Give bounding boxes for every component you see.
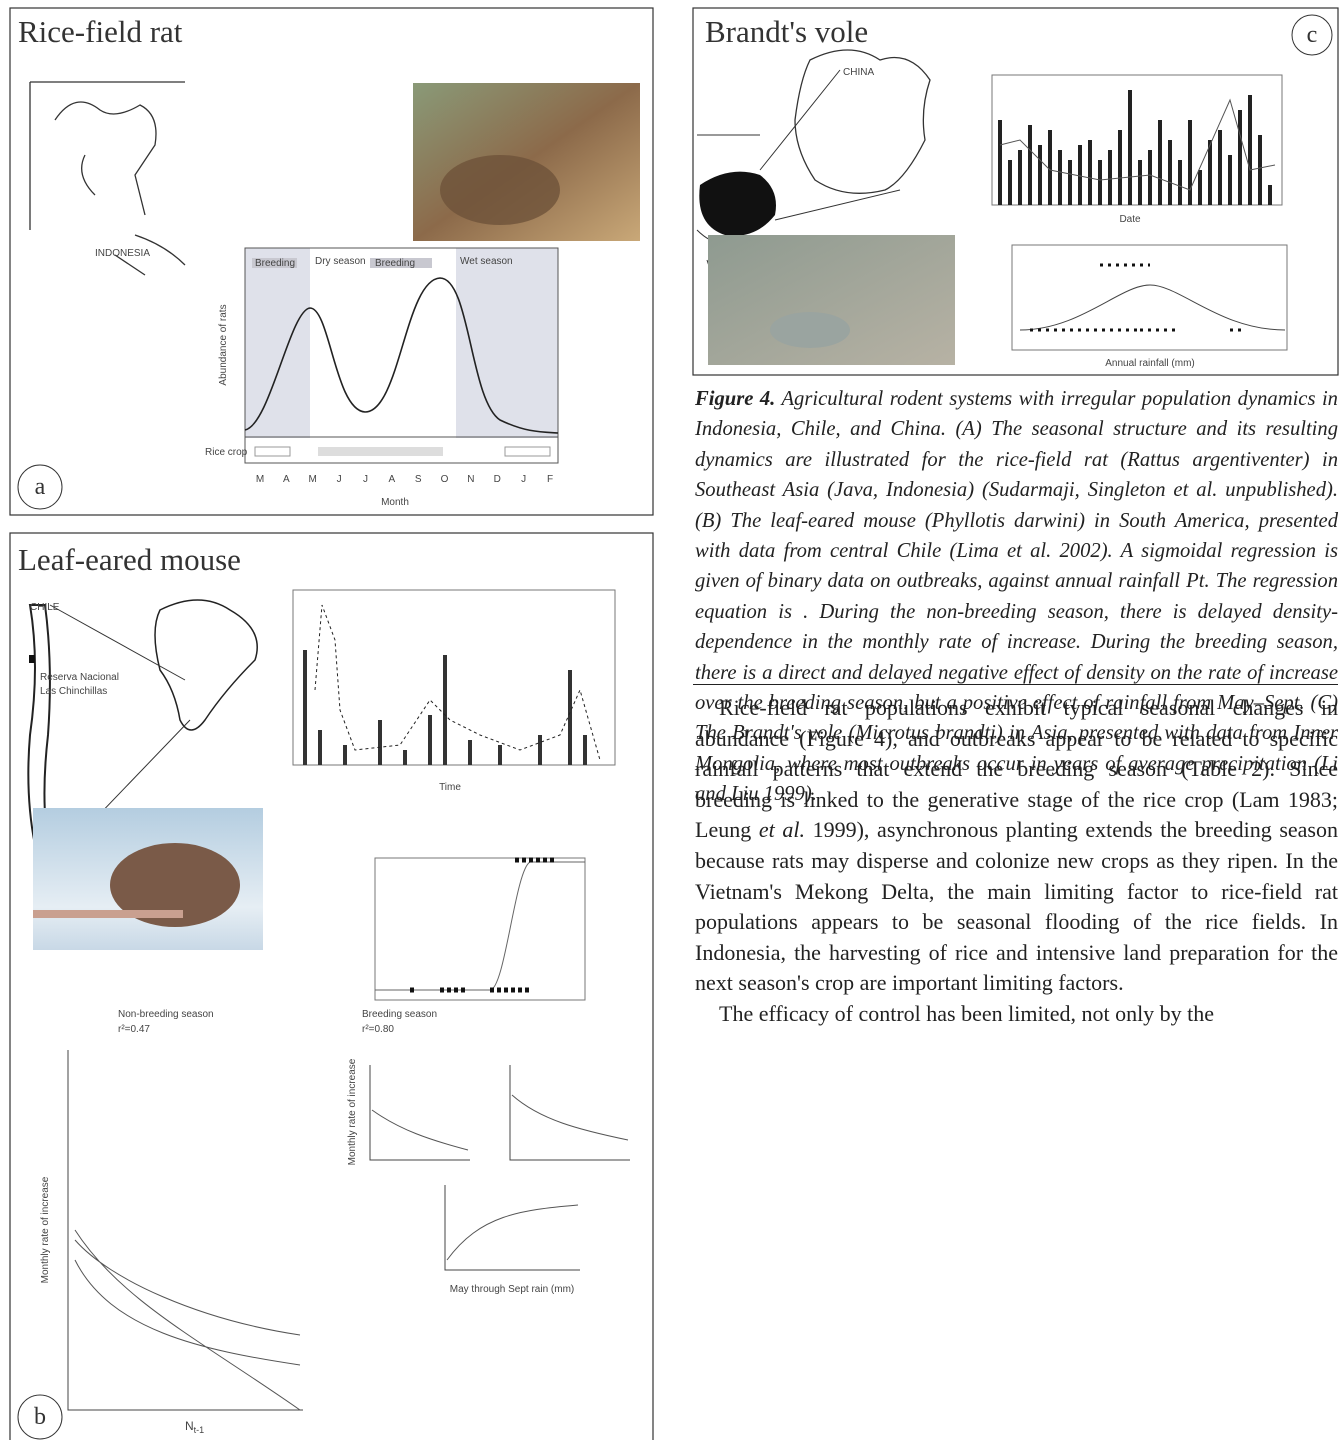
chart-title: Non-breeding season [118,1009,214,1020]
document-page: {"panel_a": {"title": "Rice-field rat", … [0,0,1341,1440]
month-label: M [256,474,264,485]
text-run: et al. [759,817,805,842]
caption-rule [693,684,1338,685]
panel-title: Brandt's vole [705,14,868,49]
panel-a: Rice-field rat INDONESIA Breeding Dry se… [10,8,653,515]
month-label: J [363,474,368,485]
photo [708,235,955,365]
panel-c: Brandt's vole c CHINA Date Annual rainfa… [693,8,1338,375]
x-axis-label: Date [1119,214,1141,225]
month-label: N [467,474,474,485]
panel-letter: b [34,1404,46,1430]
season-shade [245,248,310,438]
season-label: Wet season [460,256,513,267]
paragraph: The efficacy of control has been limited… [695,999,1338,1030]
body-text: Rice-field rat populations exhibit typic… [695,693,1338,1030]
panel-letter: a [35,474,46,500]
page: Figure 4 page html, body { margin: 0; pa… [0,0,1341,1440]
x-axis-label: May through Sept rain (mm) [450,1284,575,1295]
month-label: J [337,474,342,485]
panel-b: Leaf-eared mouse CHILE Reserva Nacional … [10,533,653,1440]
caption-label: Figure 4. [695,388,775,410]
site-marker [29,655,35,663]
map-label: CHINA [843,67,874,78]
text-run: The efficacy of control has been limited… [719,1001,1214,1026]
season-label: Breeding [255,258,295,269]
photo-detail [440,155,560,225]
month-label: J [521,474,526,485]
month-label: O [441,474,449,485]
month-label: A [283,474,290,485]
y-axis-label: Monthly rate of increase [347,1058,358,1165]
season-label: Dry season [315,256,366,267]
x-axis-label: Month [381,497,409,508]
month-label: S [415,474,422,485]
panel-title: Rice-field rat [18,14,183,49]
row-label: Rice crop [205,447,248,458]
site-label: Reserva Nacional [40,672,119,683]
photo-detail [770,312,850,348]
paragraph: Rice-field rat populations exhibit typic… [695,693,1338,999]
site-label: Las Chinchillas [40,686,107,697]
season-label: Breeding [375,258,415,269]
text-run: 1999), asynchronous planting extends the… [695,817,1338,995]
x-axis-label: Time [439,782,461,793]
panel-letter: c [1307,22,1318,48]
map-label: INDONESIA [95,248,150,259]
chart-title: Breeding season [362,1009,437,1020]
month-label: D [494,474,501,485]
y-axis-label: Abundance of rats [218,304,229,385]
y-axis-label: Monthly rate of increase [40,1176,51,1283]
panel-title: Leaf-eared mouse [18,542,241,577]
panel-border [10,533,653,1440]
season-shade [456,248,558,438]
month-label: F [547,474,553,485]
map-label: CHILE [30,602,60,613]
photo-detail [33,910,183,918]
x-axis-label: Annual rainfall (mm) [1105,358,1194,369]
chart-r2: r²=0.80 [362,1024,394,1035]
crop-box [318,447,443,456]
month-label: A [388,474,395,485]
month-label: M [309,474,317,485]
chart-r2: r²=0.47 [118,1024,150,1035]
